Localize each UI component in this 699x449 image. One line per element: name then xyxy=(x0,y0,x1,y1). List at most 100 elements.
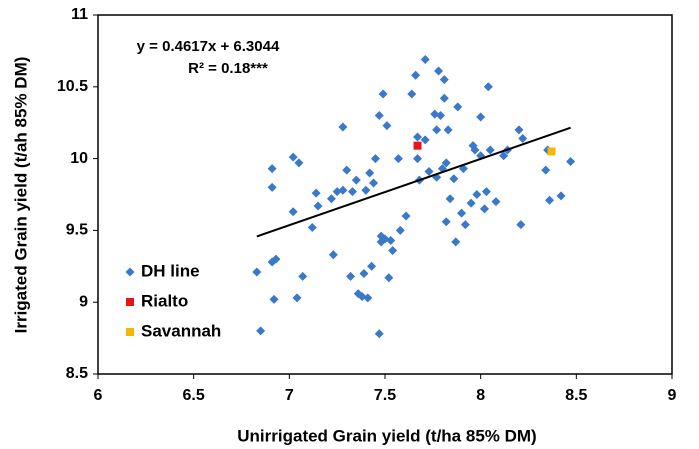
data-point xyxy=(420,55,430,65)
legend-marker xyxy=(125,267,135,277)
data-point xyxy=(479,204,489,214)
plot-area xyxy=(97,14,673,375)
data-point xyxy=(374,111,384,121)
data-point xyxy=(256,326,266,336)
data-point xyxy=(453,102,463,112)
legend-marker xyxy=(126,298,134,306)
data-point xyxy=(445,194,455,204)
data-point xyxy=(347,187,357,197)
data-point xyxy=(460,220,470,230)
data-point xyxy=(326,194,336,204)
data-point xyxy=(363,293,373,303)
data-point xyxy=(541,165,551,175)
data-point xyxy=(491,197,501,207)
data-point xyxy=(367,261,377,271)
data-point xyxy=(288,207,298,217)
data-point xyxy=(338,122,348,132)
data-point xyxy=(411,70,421,80)
data-point xyxy=(556,191,566,201)
data-point xyxy=(499,151,509,161)
data-point xyxy=(386,235,396,245)
data-point xyxy=(413,132,423,142)
x-tick-label: 8.5 xyxy=(565,387,587,404)
data-point xyxy=(269,294,279,304)
data-point xyxy=(252,267,262,277)
data-point xyxy=(374,329,384,339)
x-tick-label: 7 xyxy=(285,387,294,404)
data-point xyxy=(361,185,371,195)
legend-label: Rialto xyxy=(141,291,188,310)
data-point xyxy=(441,158,451,168)
data-point xyxy=(466,198,476,208)
data-point xyxy=(443,125,453,135)
data-point xyxy=(472,190,482,199)
data-point xyxy=(267,182,277,192)
data-point xyxy=(382,121,392,131)
data-point xyxy=(545,195,555,205)
data-point xyxy=(413,141,422,150)
y-tick-label: 10 xyxy=(70,150,88,167)
data-point xyxy=(476,112,486,122)
x-tick-label: 6 xyxy=(94,387,103,404)
data-point xyxy=(359,268,369,278)
data-point xyxy=(566,156,576,166)
data-point xyxy=(439,93,449,103)
data-point xyxy=(378,89,388,99)
data-point xyxy=(342,165,352,175)
y-tick-label: 11 xyxy=(71,6,88,23)
data-point xyxy=(413,154,423,164)
legend-label: Savannah xyxy=(141,321,221,340)
x-tick-label: 6.5 xyxy=(183,387,205,404)
data-point xyxy=(294,158,304,168)
data-point xyxy=(424,167,434,177)
data-point xyxy=(441,217,451,227)
data-point xyxy=(514,125,524,135)
data-point xyxy=(449,174,459,184)
data-point xyxy=(338,185,348,195)
data-point xyxy=(393,154,403,164)
data-point xyxy=(351,175,361,185)
data-point xyxy=(518,133,528,143)
data-point xyxy=(292,293,302,303)
r-squared: R² = 0.18*** xyxy=(188,60,268,77)
data-point xyxy=(407,89,417,99)
data-point xyxy=(384,273,394,283)
data-point xyxy=(420,135,430,145)
data-point xyxy=(313,201,323,211)
data-point xyxy=(311,188,321,198)
data-point xyxy=(516,220,526,230)
legend-label: DH line xyxy=(141,261,200,280)
trend-line xyxy=(256,126,571,238)
y-tick-label: 10.5 xyxy=(57,78,88,95)
legend-marker xyxy=(126,328,134,336)
y-axis-label: Irrigated Grain yield (t/ah 85% DM) xyxy=(11,57,30,334)
data-point xyxy=(346,271,356,281)
data-point xyxy=(271,254,281,264)
data-point xyxy=(435,111,445,121)
data-point xyxy=(288,152,298,162)
y-tick-label: 9.5 xyxy=(66,222,88,239)
data-point xyxy=(370,154,380,164)
data-point xyxy=(451,237,461,247)
data-point xyxy=(298,271,308,281)
data-point xyxy=(328,250,338,260)
data-point xyxy=(395,225,405,235)
x-tick-label: 9 xyxy=(668,387,677,404)
data-point xyxy=(401,211,411,221)
data-point xyxy=(470,145,480,155)
y-tick-label: 8.5 xyxy=(66,365,88,382)
data-point xyxy=(434,66,444,76)
data-point xyxy=(369,178,379,188)
data-point xyxy=(432,125,442,135)
data-point xyxy=(267,164,277,174)
data-point xyxy=(481,187,491,197)
data-point xyxy=(388,246,398,256)
data-point xyxy=(307,223,317,233)
y-tick-label: 9 xyxy=(79,293,88,310)
data-point xyxy=(485,145,495,155)
data-point xyxy=(439,75,449,85)
x-axis-label: Unirrigated Grain yield (t/ha 85% DM) xyxy=(237,426,536,445)
data-point xyxy=(483,82,493,92)
data-point xyxy=(457,208,467,218)
